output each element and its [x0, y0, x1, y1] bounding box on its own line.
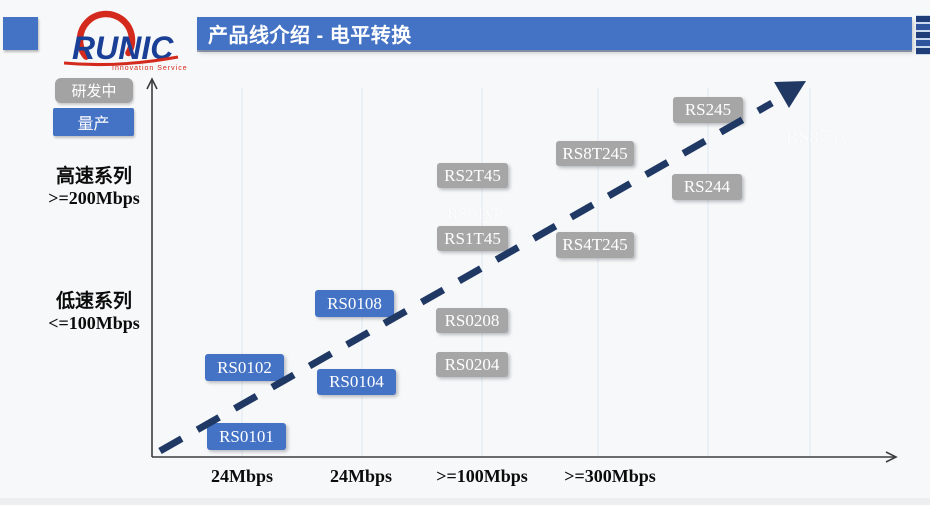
product-box-rs0204: RS0204 — [436, 352, 508, 377]
product-box-rs245: RS245 — [673, 97, 743, 123]
decoration-bar — [916, 48, 930, 54]
high-speed-rate-label: >=200Mbps — [48, 187, 140, 208]
trend-dashed-line — [158, 99, 774, 455]
product-box-rs0108: RS0108 — [315, 290, 394, 317]
product-box-rs1t45: RS1T45 — [437, 226, 508, 251]
legend-in-development: 研发中 — [55, 78, 133, 103]
y-axis — [146, 77, 158, 457]
page-title: 产品线介绍 - 电平转换 — [208, 25, 412, 47]
product-box-rs8t245: RS8T245 — [556, 141, 634, 166]
product-box-rs0208: RS0208 — [436, 308, 508, 333]
product-box-rs0104: RS0104 — [317, 369, 396, 395]
logo-underline — [63, 55, 179, 67]
x-tick-2: 24Mbps — [329, 466, 393, 486]
gridlines — [241, 88, 811, 456]
product-box-rs0102: RS0102 — [205, 354, 284, 381]
corner-accent-square — [3, 17, 38, 50]
product-box-rs0101: RS0101 — [207, 423, 286, 450]
trend-arrowhead — [774, 81, 806, 108]
product-box-rs244: RS244 — [672, 174, 742, 200]
product-box-rs2t45: RS2T45 — [437, 163, 508, 188]
y-band-label-high-speed: 高速系列 >=200Mbps — [28, 166, 160, 209]
high-speed-series-label: 高速系列 — [55, 166, 132, 187]
decoration-bar — [916, 40, 930, 46]
logo-arc — [76, 10, 136, 60]
decoration-bar — [916, 24, 930, 30]
decoration-bar — [916, 16, 930, 22]
bottom-edge-band — [0, 498, 930, 505]
x-tick-3: >=100Mbps — [436, 466, 528, 486]
logo-tagline: Innovation Service — [112, 65, 188, 72]
x-tick-1: 24Mbps — [210, 466, 274, 486]
runic-logo: RUNIC Innovation Service — [63, 10, 188, 72]
title-side-bars-decoration — [916, 15, 930, 55]
y-band-label-low-speed: 低速系列 <=100Mbps — [28, 291, 160, 334]
title-bar: 产品线介绍 - 电平转换 — [197, 17, 912, 50]
product-box-rs4t245: RS4T245 — [556, 232, 634, 258]
ghost-product-label-right: RS875x — [786, 127, 848, 148]
x-axis — [152, 451, 898, 463]
low-speed-series-label: 低速系列 — [55, 291, 132, 312]
low-speed-rate-label: <=100Mbps — [48, 312, 140, 333]
decoration-bar — [916, 32, 930, 38]
logo-text: RUNIC — [72, 30, 174, 66]
x-tick-4: >=300Mbps — [564, 466, 656, 486]
legend-mass-production: 量产 — [53, 108, 134, 136]
ghost-product-label-left: RS61xP — [447, 204, 503, 223]
